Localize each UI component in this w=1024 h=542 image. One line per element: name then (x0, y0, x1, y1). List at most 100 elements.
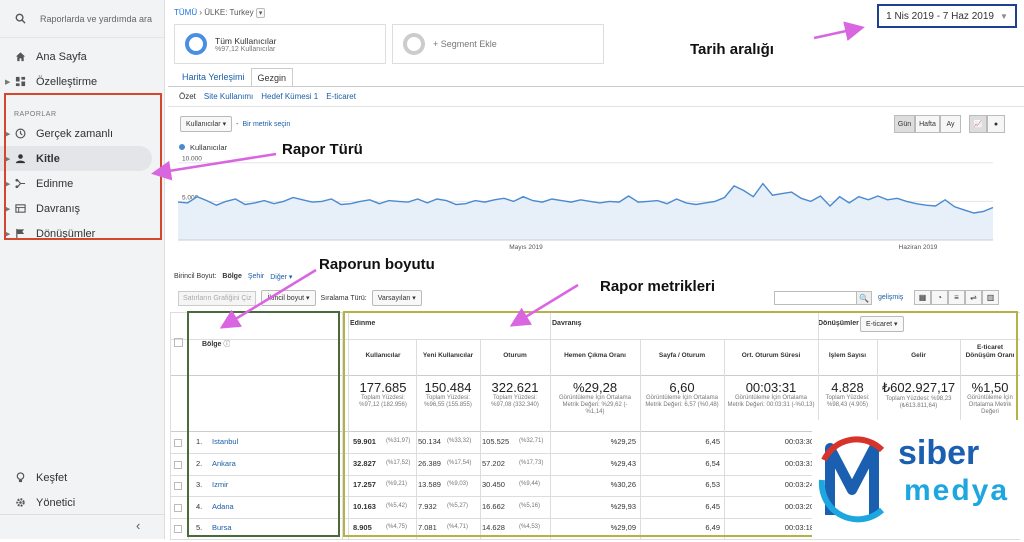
pie-view-icon[interactable]: ◔ (931, 290, 948, 305)
total-sub: Görüntüleme İçin Ortalama Metrik Değeri:… (645, 395, 719, 408)
users-chart: Kullanıcılar 10.000 5.000 Mayıs 2019 Haz… (178, 143, 994, 251)
pages-per-session-value: 6,53 (705, 480, 720, 489)
sidebar-search[interactable]: Raporlarda ve yardımda ara (0, 0, 164, 38)
column-header[interactable]: Yeni Kullanıcılar (422, 352, 474, 359)
add-segment-button[interactable]: + Segment Ekle (392, 24, 604, 64)
dashboard-icon (14, 76, 26, 88)
dimension-region[interactable]: Bölge (222, 273, 242, 280)
granularity-day-button[interactable]: Gün (894, 115, 915, 133)
dimension-other[interactable]: Diğer ▾ (270, 274, 293, 281)
sidebar-item-discover[interactable]: Keşfet (0, 465, 67, 490)
total-sub: Toplam Yüzdesi: %96,55 (155.855) (424, 395, 472, 408)
legend-dot (179, 144, 185, 150)
region-link[interactable]: Izmir (212, 480, 229, 489)
sidebar-item-home[interactable]: Ana Sayfa (0, 44, 164, 69)
column-header[interactable]: Kullanıcılar (365, 352, 401, 359)
breadcrumb-dropdown-icon[interactable]: ▾ (255, 8, 266, 18)
plot-rows-button[interactable]: Satırların Grafiğini Çiz (178, 290, 257, 306)
tab-map[interactable]: Harita Yerleşimi (182, 72, 245, 82)
sidebar-item-label: Dönüşümler (36, 227, 96, 240)
sidebar-item-admin[interactable]: Yönetici (0, 490, 75, 515)
total-cell: 00:03:31 Görüntüleme İçin Ortalama Metrik… (727, 380, 815, 409)
total-cell: 6,60 Görüntüleme İçin Ortalama Metrik Değ… (643, 380, 721, 409)
row-checkbox[interactable] (174, 439, 182, 447)
conversion-type-select[interactable]: E-ticaret ▾ (860, 316, 904, 332)
sessions-percent: (%32,71) (519, 438, 544, 444)
expand-caret-icon: ▶ (5, 230, 11, 238)
column-header[interactable]: Hemen Çıkma Oranı (564, 352, 626, 359)
region-link[interactable]: Istanbul (212, 437, 239, 446)
subtab-ecommerce[interactable]: E-ticaret (326, 92, 356, 101)
subtab-summary[interactable]: Özet (179, 92, 196, 101)
column-header[interactable]: Gelir (911, 352, 926, 359)
subtab-goal-set[interactable]: Hedef Kümesi 1 (261, 92, 319, 101)
row-checkbox[interactable] (174, 503, 182, 512)
column-header[interactable]: Oturum (503, 352, 527, 359)
collapse-chevron-icon[interactable]: ‹ (136, 518, 141, 533)
table-search-icon[interactable]: 🔍 (856, 291, 872, 305)
pages-per-session-value: 6,54 (705, 458, 720, 468)
pivot-view-icon[interactable]: ▥ (982, 290, 999, 305)
column-header[interactable]: Ort. Oturum Süresi (741, 352, 801, 359)
row-checkbox[interactable] (174, 525, 182, 533)
segment-title: Tüm Kullanıcılar (215, 35, 277, 46)
breadcrumb-all[interactable]: TÜMÜ (174, 8, 198, 17)
users-value: 32.827 (353, 458, 376, 468)
siber-medya-logo: siber medya (812, 420, 1024, 539)
sidebar-item-conversions[interactable]: ▶ Dönüşümler (0, 221, 164, 246)
sidebar-item-behavior[interactable]: ▶ Davranış (0, 196, 164, 221)
region-link[interactable]: Adana (212, 501, 234, 511)
sessions-percent: (%9,44) (519, 481, 541, 487)
motion-chart-icon[interactable]: ● (987, 115, 1005, 133)
dimension-header[interactable]: Bölge ⓘ (202, 341, 231, 348)
sort-type-select[interactable]: Varsayılan ▾ (371, 290, 422, 306)
sidebar-item-audience[interactable]: ▶ Kitle (0, 146, 152, 171)
subtab-site-usage[interactable]: Site Kullanımı (203, 92, 254, 101)
date-range-value: 1 Nis 2019 - 7 Haz 2019 (886, 10, 994, 22)
report-table: Bölge ⓘ Edinme Davranış Dönüşümler E-tic… (170, 312, 1020, 540)
secondary-dimension-select[interactable]: İkincil boyut ▾ (261, 290, 316, 306)
sidebar-item-realtime[interactable]: ▶ Gerçek zamanlı (0, 121, 164, 146)
expand-caret-icon: ▶ (5, 180, 11, 188)
select-all-checkbox[interactable] (174, 338, 183, 347)
advanced-link[interactable]: gelişmiş (878, 294, 904, 301)
new-users-value: 13.589 (418, 480, 441, 489)
total-cell: 322.621 Toplam Yüzdesi: %97,08 (332.340) (483, 380, 547, 409)
line-chart-icon[interactable]: 📈 (969, 115, 987, 133)
column-header[interactable]: E-ticaret Dönüşüm Oranı (965, 344, 1015, 360)
pick-metric-link[interactable]: Bir metrik seçin (242, 120, 291, 128)
sidebar-item-customize[interactable]: ▶ Özelleştirme (0, 69, 164, 94)
region-link[interactable]: Ankara (212, 458, 236, 468)
bounce-value: %29,25 (610, 437, 636, 446)
granularity-week-button[interactable]: Hafta (915, 115, 940, 133)
row-checkbox[interactable] (174, 460, 182, 469)
row-checkbox[interactable] (174, 482, 182, 490)
comparison-view-icon[interactable]: ⇌ (965, 290, 982, 305)
users-value: 59.901 (353, 437, 376, 446)
sidebar-item-acquisition[interactable]: ▶ Edinme (0, 171, 164, 196)
report-type-highlight (4, 93, 162, 240)
column-header[interactable]: Sayfa / Oturum (658, 352, 706, 359)
total-value: %1,50 (971, 380, 1009, 395)
total-sub: Görüntüleme İçin Ortalama Metrik Değeri:… (558, 395, 632, 415)
expand-caret-icon: ▶ (5, 130, 11, 138)
grid-view-icon[interactable]: ▦ (914, 290, 931, 305)
avg-duration-value: 00:03:30 (784, 437, 814, 446)
metric-select[interactable]: Kullanıcılar ▾ (180, 116, 233, 132)
breadcrumb: TÜMÜ › ÜLKE: Turkey ▾ (174, 8, 266, 18)
total-sub: Toplam Yüzdesi: %97,08 (332.340) (491, 395, 539, 408)
region-link[interactable]: Bursa (212, 523, 232, 532)
total-value: %29,28 (572, 380, 618, 395)
tab-explorer[interactable]: Gezgin (250, 68, 294, 87)
column-header[interactable]: İşlem Sayısı (828, 352, 867, 359)
sidebar: Raporlarda ve yardımda ara Ana Sayfa ▶ Ö… (0, 0, 165, 539)
dimension-city[interactable]: Şehir (247, 273, 265, 280)
date-range-picker[interactable]: 1 Nis 2019 - 7 Haz 2019 ▼ (877, 4, 1017, 28)
users-value: 17.257 (353, 480, 376, 489)
group-conversions: Dönüşümler (818, 320, 859, 327)
performance-view-icon[interactable]: ≡ (948, 290, 965, 305)
segment-all-users[interactable]: Tüm Kullanıcılar %97,12 Kullanıcılar (174, 24, 386, 64)
users-value: 10.163 (353, 501, 376, 511)
granularity-month-button[interactable]: Ay (940, 115, 961, 133)
row-index: 5. (196, 523, 203, 532)
